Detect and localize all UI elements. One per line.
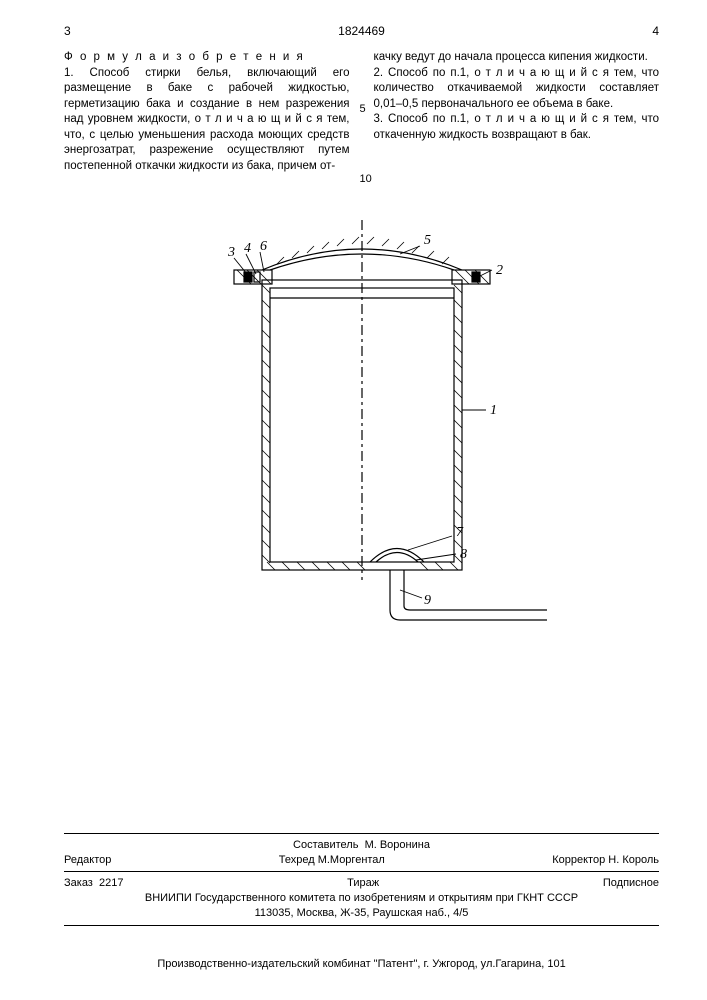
line-number-10: 10 [360, 172, 372, 187]
figure-label-5: 5 [424, 233, 431, 248]
org-line-2: 113035, Москва, Ж-35, Раушская наб., 4/5 [64, 906, 659, 921]
corrector-label: Корректор [552, 854, 605, 866]
claims-title: Ф о р м у л а и з о б р е т е н и я [64, 51, 305, 63]
figure-label-4: 4 [244, 241, 251, 256]
techred-name: М.Моргентал [318, 854, 385, 866]
order-number: 2217 [99, 877, 123, 889]
left-column: Ф о р м у л а и з о б р е т е н и я 1. С… [64, 50, 350, 174]
patent-figure: 3 4 6 5 2 1 7 8 9 [64, 210, 659, 675]
page-num-left: 3 [64, 24, 84, 38]
techred-label: Техред [279, 854, 315, 866]
text-columns: Ф о р м у л а и з о б р е т е н и я 1. С… [64, 50, 659, 174]
line-number-5: 5 [360, 102, 366, 117]
claim-3: 3. Способ по п.1, о т л и ч а ю щ и й с … [374, 112, 660, 143]
claim-2: 2. Способ по п.1, о т л и ч а ю щ и й с … [374, 66, 660, 113]
corrector-name: Н. Король [608, 854, 659, 866]
editor-label: Редактор [64, 853, 111, 868]
document-number: 1824469 [84, 24, 639, 38]
order-label: Заказ [64, 877, 93, 889]
subscription-label: Подписное [603, 876, 659, 891]
right-column: 5 10 качку ведут до начала процесса кипе… [374, 50, 660, 174]
footer: Составитель М. Воронина Редактор Техред … [64, 829, 659, 930]
figure-label-9: 9 [424, 593, 431, 608]
figure-label-8: 8 [460, 547, 467, 562]
figure-label-6: 6 [260, 239, 267, 254]
figure-label-3: 3 [227, 245, 235, 260]
claim-1-part1: 1. Способ стирки белья, включающий его р… [64, 66, 350, 175]
header: 3 1824469 4 [64, 24, 659, 38]
figure-label-1: 1 [490, 403, 497, 418]
compiler-name: М. Воронина [365, 839, 430, 851]
tirazh-label: Тираж [123, 876, 602, 891]
figure-label-2: 2 [496, 263, 503, 278]
claim-1-part2: качку ведут до начала процесса кипения ж… [374, 50, 660, 66]
page-num-right: 4 [639, 24, 659, 38]
compiler-label: Составитель [293, 839, 358, 851]
imprint: Производственно-издательский комбинат "П… [64, 958, 659, 970]
org-line-1: ВНИИПИ Государственного комитета по изоб… [64, 891, 659, 906]
figure-label-7: 7 [456, 525, 464, 540]
